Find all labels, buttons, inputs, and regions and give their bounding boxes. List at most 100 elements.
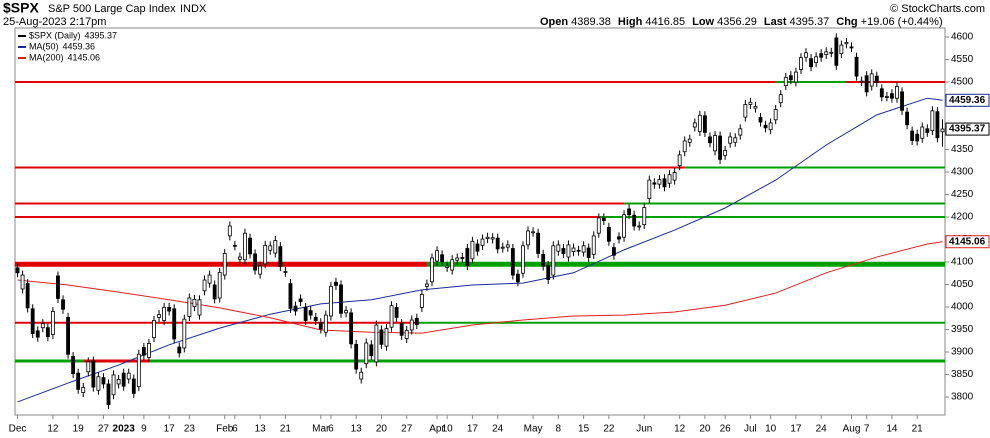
credit: © StockCharts.com	[890, 3, 985, 15]
candle-body	[323, 314, 328, 333]
price-callout-box	[945, 122, 990, 136]
y-tick-label: 4050	[951, 279, 974, 290]
candle-body	[809, 58, 813, 68]
candle-body	[445, 265, 450, 268]
quote-label: Low	[692, 16, 714, 28]
quote-value: 4356.29	[717, 16, 757, 28]
candle-body	[50, 311, 55, 335]
candle-body	[202, 279, 207, 292]
candle-body	[147, 343, 151, 358]
x-tick-label: 8	[556, 424, 562, 435]
x-tick-label: 17	[467, 424, 479, 435]
candle-body	[339, 284, 343, 314]
candle-body	[667, 174, 672, 184]
candle-body	[35, 330, 40, 338]
price-callout: 4395.37	[949, 124, 986, 135]
candle-body	[606, 226, 611, 242]
x-tick-label: 20	[699, 424, 711, 435]
candle-body	[258, 265, 263, 275]
candle-body	[556, 244, 561, 252]
candle-body	[425, 283, 429, 287]
candle-body	[662, 178, 667, 188]
candle-body	[40, 323, 45, 329]
candle-body	[61, 299, 65, 310]
x-tick-label: Jun	[636, 424, 652, 435]
candle-body	[505, 244, 510, 248]
candle-body	[465, 248, 470, 267]
y-tick-label: 4550	[951, 54, 974, 65]
candle-body	[834, 37, 839, 66]
candle-body	[313, 316, 318, 321]
candle-body	[864, 75, 869, 93]
candle-body	[536, 232, 541, 254]
candle-body	[758, 117, 763, 123]
candle-body	[910, 130, 915, 141]
candle-body	[293, 305, 298, 312]
candle-body	[642, 207, 647, 226]
candle-body	[915, 133, 920, 142]
candle-body	[141, 347, 146, 356]
candle-body	[490, 237, 495, 240]
quote-label: High	[618, 16, 643, 28]
candle-body	[601, 217, 606, 221]
candle-body	[723, 149, 728, 156]
candle-body	[713, 135, 717, 152]
candle-body	[404, 329, 409, 339]
candle-body	[475, 243, 480, 252]
candle-body	[399, 323, 404, 336]
candle-body	[349, 312, 354, 345]
candle-body	[96, 376, 101, 391]
y-tick-label: 4600	[951, 32, 974, 43]
candle-body	[384, 328, 389, 347]
candle-body	[91, 360, 96, 388]
y-tick-label: 3900	[951, 347, 974, 358]
candle-body	[152, 320, 156, 339]
x-tick-label: Apr	[429, 424, 445, 435]
candle-body	[243, 232, 247, 261]
candle-body	[692, 122, 697, 128]
candle-body	[925, 128, 930, 133]
candle-body	[20, 274, 25, 290]
x-tick-label: 6	[232, 424, 238, 435]
candle-body	[182, 318, 187, 349]
y-tick-label: 3800	[951, 392, 974, 403]
candle-body	[515, 273, 520, 283]
x-tick-label: 20	[376, 424, 388, 435]
candle-body	[930, 110, 935, 132]
candle-body	[359, 371, 364, 380]
y-tick-label: 4250	[951, 189, 974, 200]
candle-body	[248, 237, 252, 255]
candle-body	[869, 73, 874, 87]
candle-body	[647, 179, 652, 199]
candle-body	[733, 137, 738, 143]
candle-body	[743, 104, 748, 118]
x-tick-label: 27	[98, 424, 110, 435]
candle-body	[900, 91, 904, 111]
x-tick-label: 27	[401, 424, 413, 435]
x-tick-label: 23	[184, 424, 196, 435]
candle-body	[763, 124, 768, 129]
x-tick-label: 7	[864, 424, 870, 435]
x-tick-label: 10	[765, 424, 777, 435]
candle-body	[819, 53, 824, 58]
candle-body	[738, 128, 743, 136]
candle-body	[510, 248, 515, 276]
candle-body	[30, 308, 35, 334]
date: 25-Aug-2023 2:17pm	[3, 16, 106, 28]
candle-body	[541, 253, 546, 267]
legend-label: $SPX (Daily)	[29, 30, 81, 40]
candle-body	[440, 254, 445, 262]
candle-body	[652, 182, 657, 185]
candle-body	[905, 111, 910, 126]
legend-label: MA(200)	[29, 52, 64, 62]
y-tick-label: 4500	[951, 77, 974, 88]
x-tick-label: Dec	[9, 424, 27, 435]
quote-label: Last	[764, 16, 787, 28]
candle-body	[414, 317, 419, 325]
candle-body	[379, 329, 384, 345]
candle-body	[298, 298, 303, 302]
candle-body	[814, 56, 819, 64]
candle-body	[531, 231, 535, 234]
candle-body	[197, 299, 202, 316]
